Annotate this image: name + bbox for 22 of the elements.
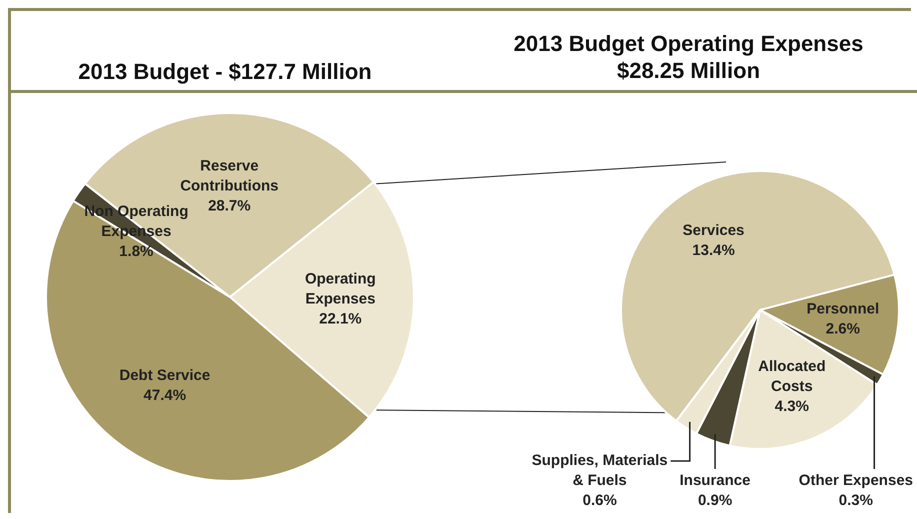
data-label: 0.3% bbox=[838, 492, 873, 510]
data-label: 0.9% bbox=[698, 492, 732, 510]
data-label: 13.4% bbox=[692, 242, 735, 259]
slice-label: Reserve Contributions bbox=[180, 158, 279, 195]
slice-label: Insurance bbox=[680, 472, 750, 490]
slice-label: Other Expenses bbox=[798, 472, 913, 490]
data-label: 47.4% bbox=[144, 387, 186, 404]
slice-label: Supplies, Materials & Fuels bbox=[532, 452, 668, 490]
slice-label: Operating Expenses bbox=[304, 270, 376, 308]
slice-label: Services bbox=[682, 222, 744, 239]
slice-label: Debt Service bbox=[119, 367, 210, 384]
chart-title: 2013 Budget Operating Expenses bbox=[512, 30, 864, 57]
data-label: 0.6% bbox=[582, 492, 617, 510]
slice-label: Personnel bbox=[806, 300, 880, 318]
data-label: 2.6% bbox=[826, 320, 860, 338]
slice-label: Allocated Costs bbox=[758, 358, 826, 396]
data-label: 22.1% bbox=[319, 310, 362, 328]
data-label: 1.8% bbox=[119, 243, 154, 260]
data-label: 28.7% bbox=[208, 198, 251, 215]
data-label: 4.3% bbox=[774, 398, 809, 416]
chart-title: 2013 Budget - $127.7 Million bbox=[77, 58, 373, 85]
chart-subtitle: $28.25 Million bbox=[616, 57, 762, 84]
